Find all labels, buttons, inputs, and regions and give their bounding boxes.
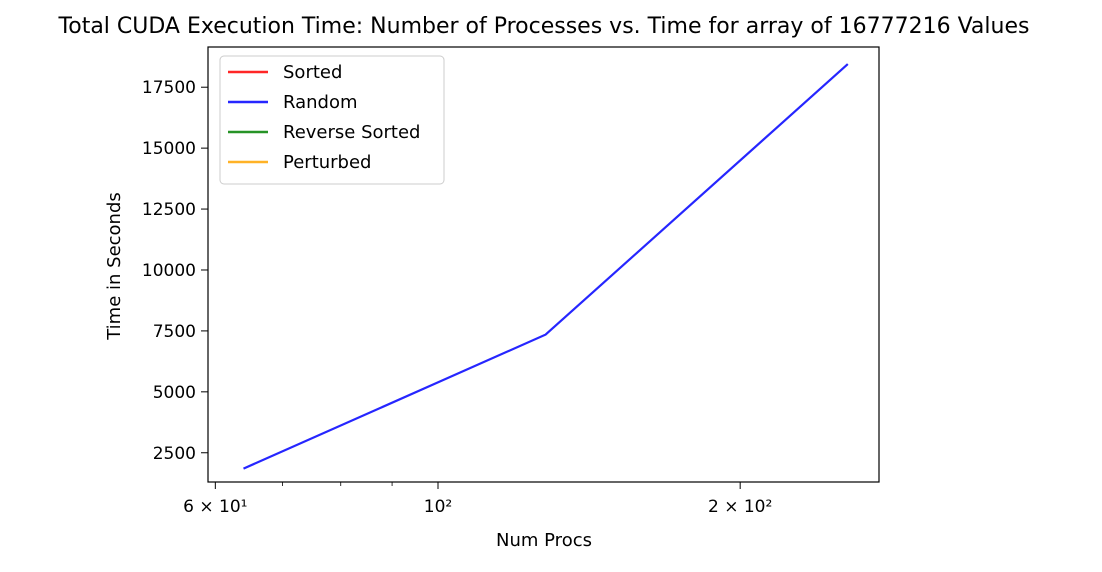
x-tick-label: 10² xyxy=(424,497,452,517)
y-tick-label: 10000 xyxy=(142,261,196,281)
legend-box xyxy=(219,55,445,185)
y-tick-label: 15000 xyxy=(142,139,196,159)
y-axis-label: Time in Seconds xyxy=(104,192,125,341)
y-tick-label: 2500 xyxy=(153,444,196,464)
y-tick-label: 12500 xyxy=(142,200,196,220)
legend-label: Perturbed xyxy=(283,152,371,173)
legend-label: Reverse Sorted xyxy=(283,122,420,143)
y-tick-label: 7500 xyxy=(153,322,196,342)
chart-title: Total CUDA Execution Time: Number of Pro… xyxy=(58,14,1030,39)
plot-area xyxy=(207,46,880,483)
y-axis: 2500 5000 7500 10000 12500 15000 17500 xyxy=(142,78,208,464)
series-line-random xyxy=(243,63,849,470)
x-axis-label: Num Procs xyxy=(496,530,592,551)
legend-label: Random xyxy=(283,92,358,113)
x-tick-label: 6 × 10¹ xyxy=(183,497,247,517)
y-tick-label: 17500 xyxy=(142,78,196,98)
legend: Sorted Random Reverse Sorted Perturbed xyxy=(219,55,445,185)
x-axis: 6 × 10¹ 10² 2 × 10² xyxy=(183,482,772,517)
legend-label: Sorted xyxy=(283,62,342,83)
plot-frame xyxy=(207,46,880,483)
y-tick-label: 5000 xyxy=(153,383,196,403)
x-tick-label: 2 × 10² xyxy=(708,497,772,517)
